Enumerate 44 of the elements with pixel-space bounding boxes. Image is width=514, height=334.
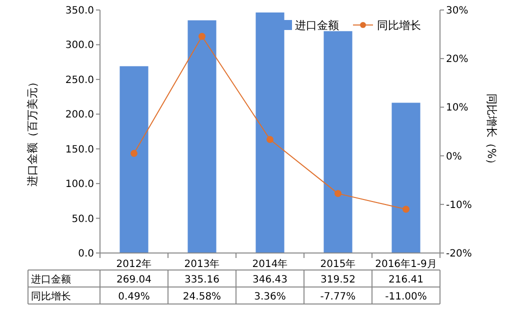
text: 进口金额 (31, 274, 71, 286)
y2-tick-label: -10% (446, 200, 472, 211)
y2-tick-label: 10% (446, 102, 468, 114)
y-tick-label: 200.0 (65, 110, 94, 121)
y-tick-label: 100.0 (65, 179, 94, 190)
data-label: 24.58% (182, 292, 222, 302)
data-label: 346.43 (252, 274, 288, 286)
y2-tick-label: 30% (446, 6, 468, 16)
data-label: 319.52 (320, 274, 356, 286)
legend-label: 同比增长 (377, 18, 421, 32)
data-label: 3.36% (254, 292, 286, 302)
point (334, 190, 342, 198)
y-tick-label: 150.0 (65, 144, 94, 156)
data-label: -7.77% (320, 292, 356, 302)
data-label: -11.00% (385, 292, 427, 302)
bar (188, 20, 216, 253)
y2-tick-label: 20% (446, 54, 468, 66)
point (266, 136, 274, 143)
legend-label: 进口金额 (295, 18, 339, 32)
bar (324, 31, 352, 253)
y-tick-label: 350.0 (65, 6, 94, 16)
y-tick-label: 0.0 (78, 248, 94, 260)
x-tick-label: 2015年 (320, 258, 356, 270)
data-label: 216.41 (388, 274, 424, 286)
y2-tick-label: -20% (446, 248, 472, 260)
bar (392, 102, 420, 253)
x-tick-label: 2012年 (116, 258, 152, 270)
text: 同比增长 (31, 292, 71, 302)
y-axis-title: 进口金额（百万美元） (26, 76, 39, 186)
x-tick-label: 2013年 (184, 258, 220, 270)
point (198, 32, 206, 40)
point (402, 206, 410, 213)
y2-axis-title: 同比增长（%） (485, 93, 498, 170)
data-label: 335.16 (184, 274, 220, 286)
y2-tick-label: 0% (446, 151, 462, 162)
x-tick-label: 2016年1-9月 (375, 258, 437, 270)
y-tick-label: 250.0 (65, 74, 94, 86)
point (130, 150, 138, 157)
x-tick-label: 2014年 (252, 258, 288, 270)
bar (120, 66, 148, 253)
data-label: 0.49% (118, 292, 150, 302)
y-tick-label: 50.0 (72, 214, 94, 225)
data-label: 269.04 (116, 274, 152, 286)
y-tick-label: 300.0 (65, 40, 94, 52)
